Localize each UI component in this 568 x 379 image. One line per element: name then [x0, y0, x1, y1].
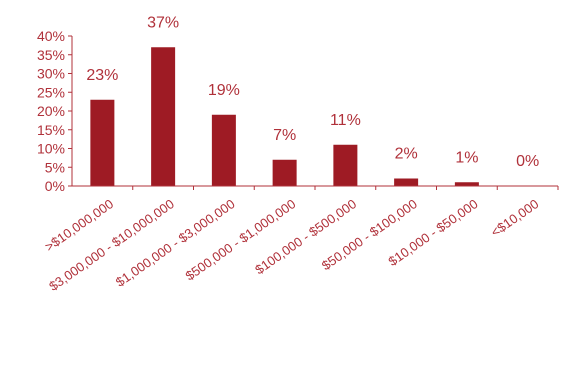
bar [394, 178, 419, 186]
bars [90, 47, 479, 186]
data-label: 11% [330, 112, 361, 129]
x-axis: >$10,000,000$3,000,000 - $10,000,000$1,0… [42, 185, 559, 294]
data-label: 37% [147, 14, 179, 31]
y-tick-label: 40% [37, 28, 65, 44]
data-label: 7% [273, 127, 296, 144]
data-label: 19% [208, 82, 240, 99]
bar [151, 47, 176, 186]
y-tick-label: 10% [37, 141, 65, 157]
data-label: 0% [516, 153, 539, 170]
data-label: 1% [455, 149, 478, 166]
data-label: 23% [86, 67, 118, 84]
y-tick-label: 5% [45, 159, 65, 175]
y-tick-label: 0% [45, 178, 65, 194]
x-tick-label: <$10,000 [488, 196, 541, 240]
x-tick-label: $100,000 - $500,000 [252, 196, 359, 277]
bar [454, 182, 479, 186]
y-tick-label: 35% [37, 47, 65, 63]
y-axis: 0% 5% 10% 15% 20% 25% 30% 35% 40% [37, 28, 73, 194]
x-tick-label: $500,000 - $1,000,000 [183, 196, 299, 283]
bar [211, 114, 236, 186]
y-tick-label: 25% [37, 84, 65, 100]
y-tick-label: 30% [37, 66, 65, 82]
data-labels: 23% 37% 19% 7% 11% 2% 1% 0% [86, 14, 539, 170]
y-tick-label: 15% [37, 122, 65, 138]
bar [90, 99, 115, 186]
bar [333, 144, 358, 186]
x-tick-label: $1,000,000 - $3,000,000 [113, 196, 238, 290]
bar [272, 159, 297, 186]
data-label: 2% [395, 146, 418, 163]
y-tick-label: 20% [37, 103, 65, 119]
